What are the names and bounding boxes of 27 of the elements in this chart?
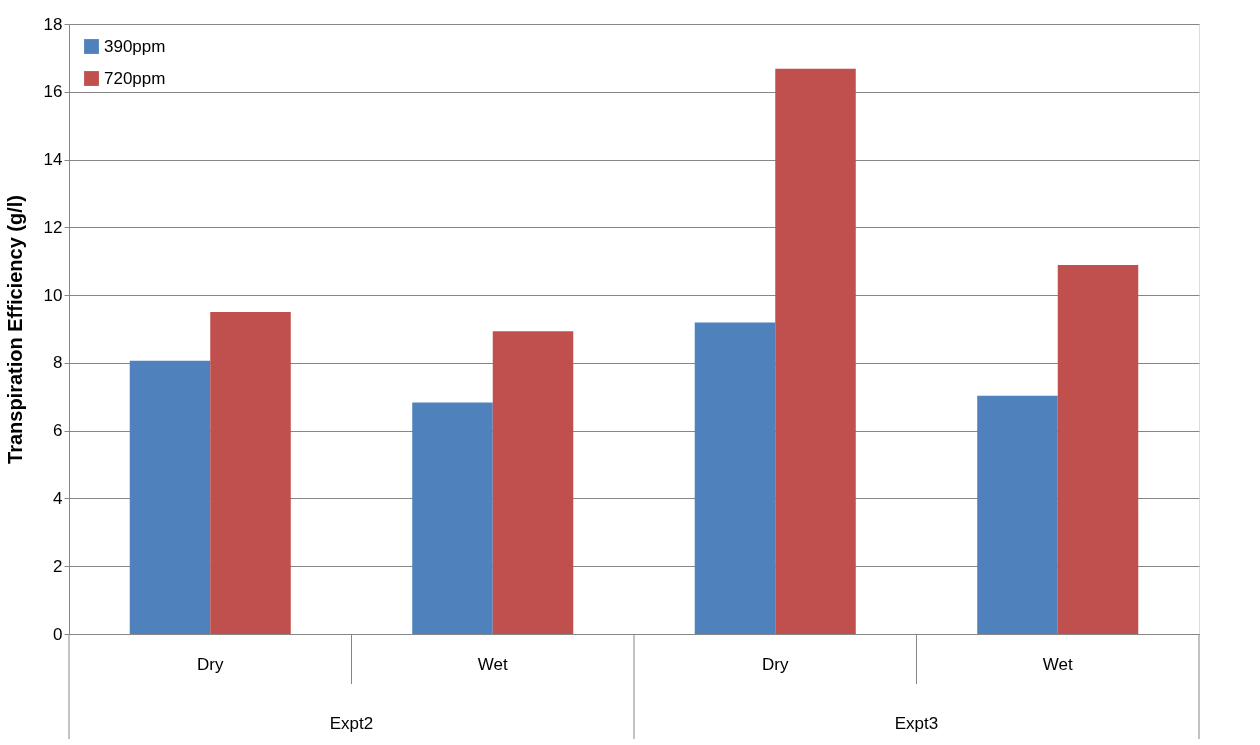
legend-label: 720ppm (104, 68, 166, 88)
bar (1057, 264, 1139, 634)
y-tick-label: 4 (53, 488, 63, 508)
bar (694, 322, 776, 634)
bar (775, 68, 856, 634)
y-tick-label: 8 (53, 353, 63, 373)
x-tick-label: Wet (1042, 654, 1073, 674)
x-tick-label: Wet (477, 654, 508, 674)
x-tick-label: Dry (197, 654, 224, 674)
y-axis-title: Transpiration Efficiency (g/l) (3, 195, 26, 464)
bar (977, 395, 1058, 634)
y-tick-label: 18 (43, 14, 63, 34)
x-tick-label: Dry (762, 654, 789, 674)
bar (492, 331, 574, 634)
y-tick-label: 14 (43, 150, 63, 170)
bar (129, 360, 211, 634)
text: Expt3 (894, 714, 939, 733)
text: Expt2 (329, 714, 374, 733)
y-tick-label: 0 (53, 624, 63, 644)
y-tick-label: 10 (43, 285, 63, 305)
y-tick-label: 16 (43, 82, 63, 102)
y-tick-label: 6 (53, 421, 63, 441)
y-tick-label: 12 (43, 217, 63, 237)
bar (412, 402, 493, 634)
y-tick-label: 2 (53, 556, 63, 576)
bar (210, 312, 291, 634)
legend-label: 390ppm (104, 36, 166, 56)
